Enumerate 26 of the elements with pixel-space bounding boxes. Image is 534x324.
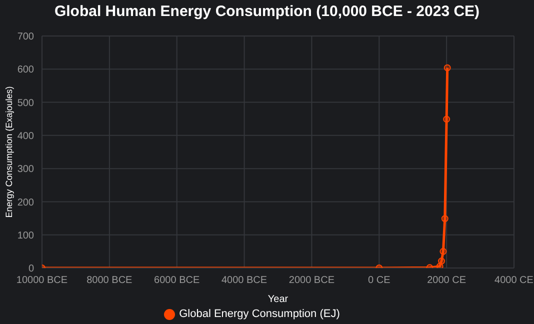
y-tick-label: 100 [17,230,34,242]
x-axis-title: Year [268,294,289,305]
x-tick-label: 4000 BCE [221,275,268,286]
y-tick-label: 300 [17,164,34,176]
y-tick-label: 600 [17,64,34,76]
y-tick-label: 500 [17,98,34,109]
legend-label: Global Energy Consumption (EJ) [179,308,340,320]
y-tick-label: 0 [28,264,34,275]
point [438,258,446,265]
x-tick-label: 6000 BCE [154,275,200,286]
x-tick-label: 8000 BCE [86,275,133,286]
point [443,116,450,123]
point [436,262,444,268]
point [444,64,451,72]
x-tick-label: 2000 BCE [288,275,335,286]
y-tick-label: 700 [17,32,34,43]
point [441,215,448,222]
y-tick-label: 400 [17,130,34,142]
point [440,248,447,255]
y-axis-title: Energy Consumption (Exajoules) [4,86,14,218]
x-tick-label: 2000 CE [427,275,466,286]
y-tick-label: 200 [17,197,34,208]
chart-title: Global Human Energy Consumption (10,000 BCE - 2023 CE) [53,3,481,20]
x-tick-label: 4000 CE [494,275,534,286]
x-tick-label: 0 CE [368,275,391,286]
x-tick-label: 10000 BCE [16,275,68,286]
